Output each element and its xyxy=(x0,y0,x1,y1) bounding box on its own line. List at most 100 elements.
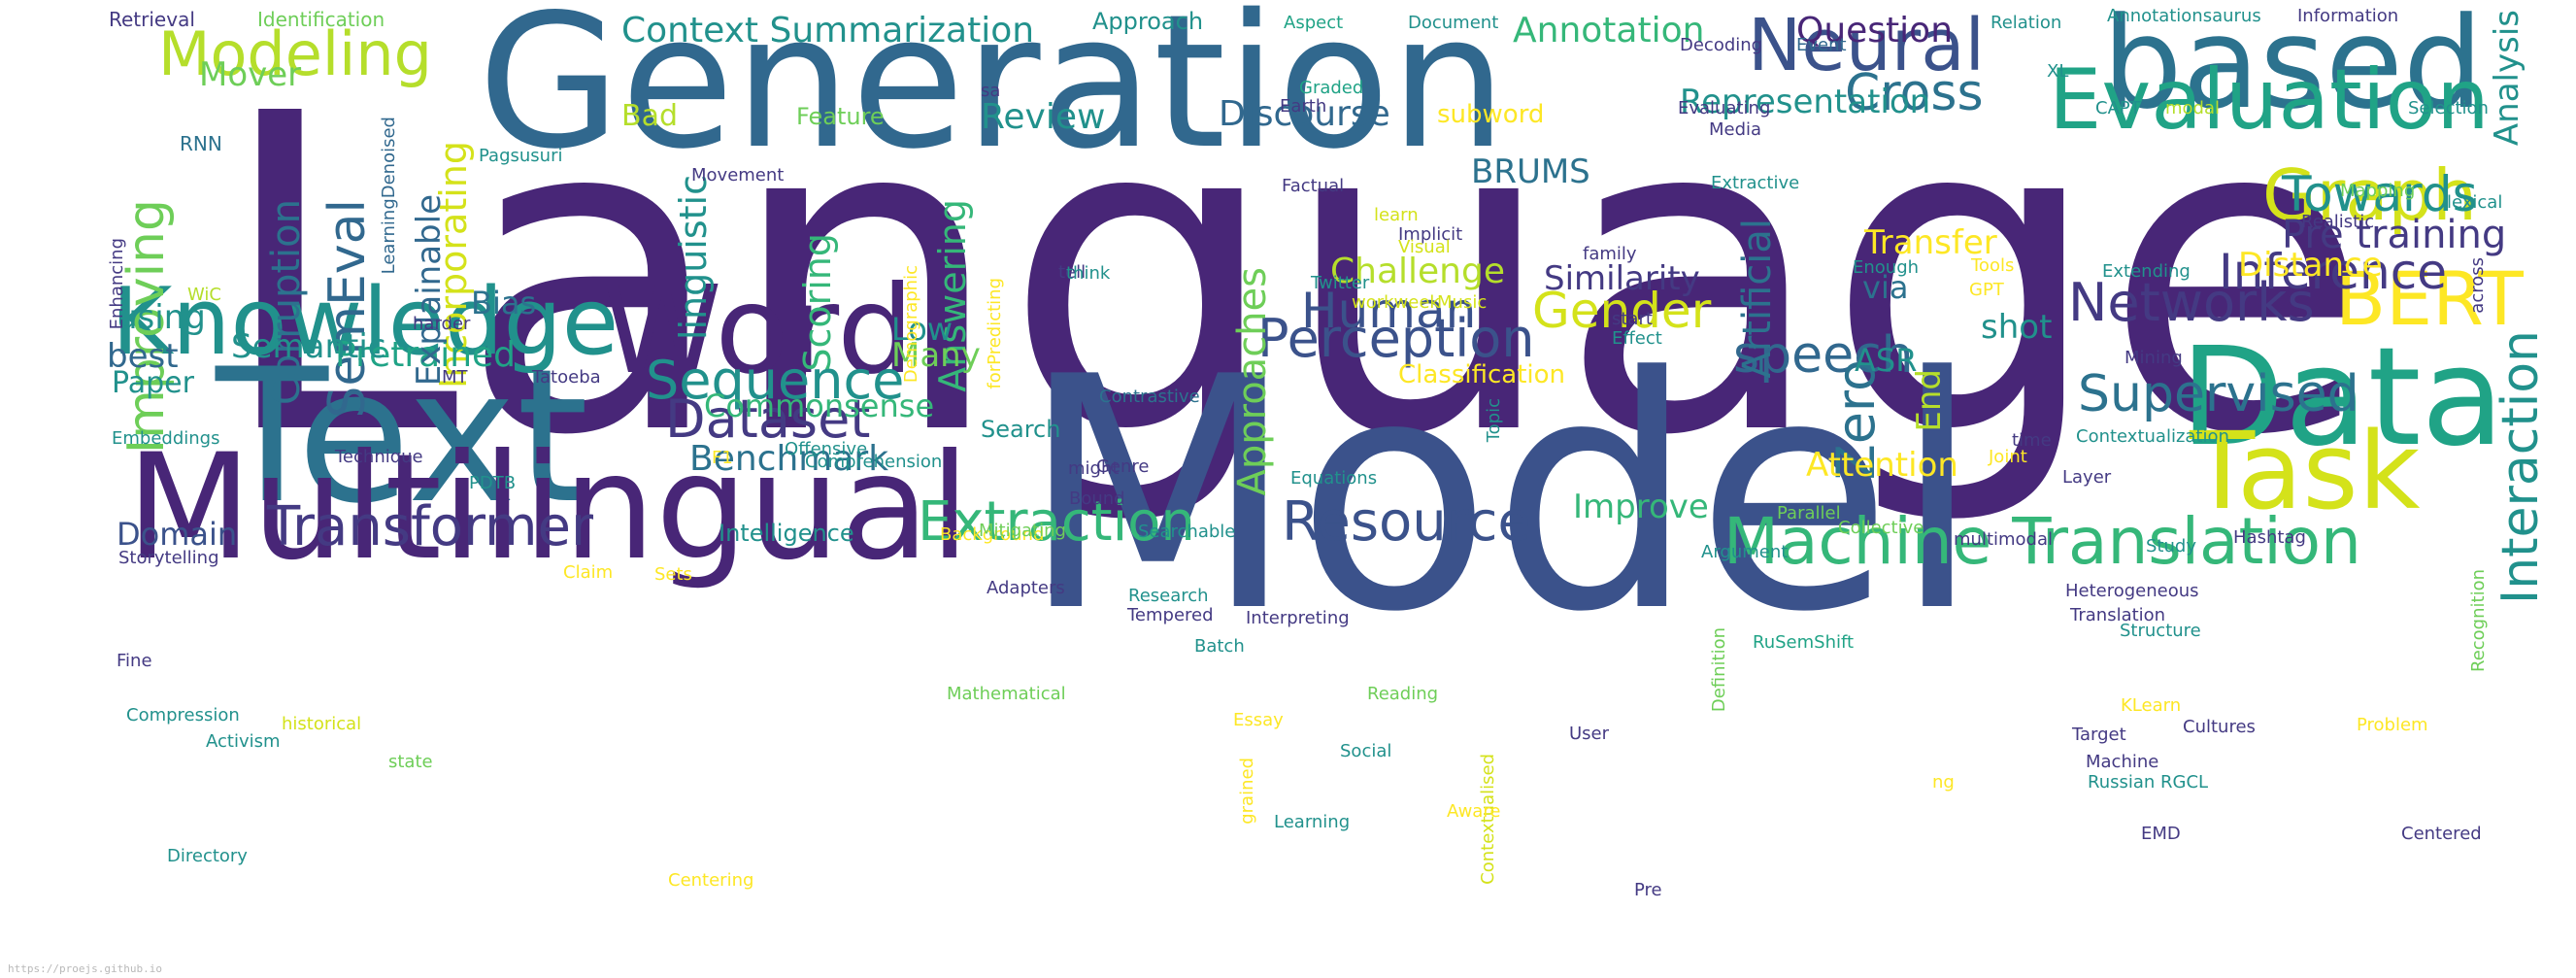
word-neural: Neural xyxy=(1748,4,1986,87)
word-lexical: lexical xyxy=(2447,192,2503,213)
word-machine-translation: Machine Translation xyxy=(1723,504,2361,579)
word-cultures: Cultures xyxy=(2183,717,2256,737)
word-media: Media xyxy=(1709,119,1762,140)
word-semantic: Semantic xyxy=(231,327,386,366)
word-gender: Gender xyxy=(1532,283,1712,339)
word-identification: Identification xyxy=(257,8,385,31)
word-bound: Bound xyxy=(1069,489,1125,509)
word-improve: Improve xyxy=(1573,488,1709,526)
word-realistic: Realistic xyxy=(2301,212,2375,232)
word-capt: CAPT xyxy=(2095,98,2141,118)
word-study: Study xyxy=(2146,536,2196,556)
word-music: Music xyxy=(1437,292,1488,313)
word-attention: Attention xyxy=(1806,446,1958,485)
word-extending: Extending xyxy=(2102,261,2191,282)
word-cross: Cross xyxy=(1845,64,1984,122)
word-centering: Centering xyxy=(668,870,754,891)
word-transformer: Transformer xyxy=(267,495,594,558)
word-technique: Technique xyxy=(335,447,423,467)
word-directory: Directory xyxy=(167,846,248,866)
word-commonsense: Commonsense xyxy=(704,388,935,424)
word-discourse: Discourse xyxy=(1219,94,1390,134)
word-joint: Joint xyxy=(1989,447,2027,467)
word-collective: Collective xyxy=(1838,518,1924,538)
word-mitigating: Mitigating xyxy=(979,521,1066,541)
word-tatoeba: Tatoeba xyxy=(532,367,601,388)
word-data: Data xyxy=(2180,319,2505,477)
word-user: User xyxy=(1569,724,1610,744)
word-learningdenoised: LearningDenoised xyxy=(379,117,399,275)
word-searchable: Searchable xyxy=(1138,522,1236,542)
word-movement: Movement xyxy=(691,165,785,185)
word-sa: sa xyxy=(981,81,1001,101)
word-representation: Representation xyxy=(1680,83,1931,121)
word-research: Research xyxy=(1128,586,1209,606)
word-extractive: Extractive xyxy=(1711,173,1800,193)
word-text: Text xyxy=(216,329,589,544)
word-background: Background xyxy=(940,524,1045,545)
word-bert: BERT xyxy=(2335,255,2524,342)
word-corruption: Corruption xyxy=(264,199,309,405)
word-heterogeneous: Heterogeneous xyxy=(2065,581,2199,601)
word-subword: subword xyxy=(1437,100,1545,129)
word-visual: Visual xyxy=(1398,237,1451,257)
word-pretrained: Pretrained xyxy=(335,335,517,375)
word-best: best xyxy=(107,337,179,376)
word-klearn: KLearn xyxy=(2121,695,2182,716)
word-fine: Fine xyxy=(117,651,152,671)
word-adapters: Adapters xyxy=(987,578,1065,598)
word-think: think xyxy=(1066,263,1111,284)
word-evaluating: Evaluating xyxy=(1678,98,1771,118)
word-pre: Pre xyxy=(1634,880,1662,900)
word-pdtb: PDTB xyxy=(469,473,517,493)
word-harder: harder xyxy=(413,314,471,334)
word-pagsusuri: Pagsusuri xyxy=(479,146,563,166)
word-enhancing: Enhancing xyxy=(107,238,127,330)
word-human: Human xyxy=(1301,283,1477,339)
word-paper: Paper xyxy=(112,366,194,400)
word-effect: Effect xyxy=(1612,328,1662,349)
word-tempered: Tempered xyxy=(1127,605,1214,625)
word-parallel: Parallel xyxy=(1777,503,1841,523)
word-problem: Problem xyxy=(2357,715,2428,735)
word-knowledge: Knowledge xyxy=(112,269,619,376)
word-factual: Factual xyxy=(1282,176,1345,196)
word-mathematical: Mathematical xyxy=(947,684,1066,704)
word-modeling: Modeling xyxy=(158,18,433,89)
word-feature: Feature xyxy=(796,103,885,130)
word-compression: Compression xyxy=(126,705,240,725)
word-modal: modal xyxy=(2165,98,2221,118)
word-extraction: Extraction xyxy=(918,490,1195,554)
word-forpredicting: forPredicting xyxy=(985,278,1005,389)
word-rnn: RNN xyxy=(180,132,222,155)
word-inference: Inference xyxy=(2219,244,2447,300)
word-perception: Perception xyxy=(1257,308,1535,369)
word-linguistic: linguistic xyxy=(672,175,715,341)
word-classification: Classification xyxy=(1398,360,1566,389)
word-contrastive: Contrastive xyxy=(1099,387,1200,407)
word-interpreting: Interpreting xyxy=(1246,608,1350,628)
word-recognition: Recognition xyxy=(2468,569,2489,672)
word-language: Language xyxy=(216,22,2372,531)
word-approaches: Approaches xyxy=(1230,267,1275,496)
word-tell: tell xyxy=(1058,262,1087,283)
word-mt: MT xyxy=(442,367,468,388)
word-machine: Machine xyxy=(2086,752,2159,772)
word-semeval: SemEval xyxy=(318,199,377,419)
word-artificial: Artificial xyxy=(1735,219,1780,379)
word-hashtag: Hashtag xyxy=(2233,527,2306,548)
word-end: End xyxy=(1910,369,1949,432)
word-family: family xyxy=(1583,244,1637,264)
word-supervised: Supervised xyxy=(2078,365,2359,423)
word-intelligence: Intelligence xyxy=(719,520,854,547)
word-graded: Graded xyxy=(1299,78,1364,98)
word-mining: Mining xyxy=(2124,348,2183,368)
word-workweek: workweek xyxy=(1352,292,1440,313)
word-contextualization: Contextualization xyxy=(2076,426,2229,447)
word-domain: Domain xyxy=(117,516,238,553)
word-evaluation: Evaluation xyxy=(2049,51,2490,149)
word-tools: Tools xyxy=(1971,255,2015,276)
word-earth: Earth xyxy=(1280,96,1327,117)
word-claim: Claim xyxy=(563,562,614,583)
